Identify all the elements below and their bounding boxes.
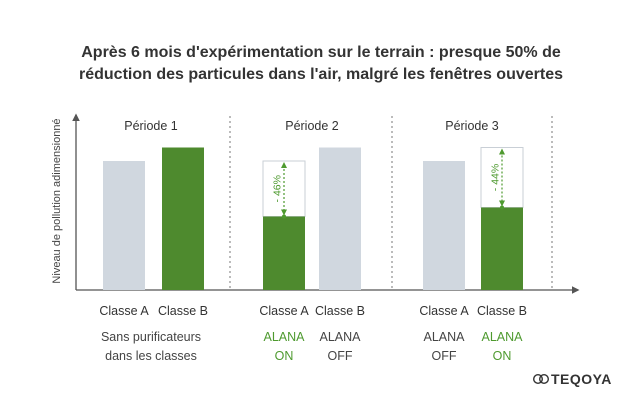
- bar: [481, 207, 523, 290]
- period-label: Période 3: [445, 119, 499, 133]
- class-label: Classe B: [477, 304, 527, 318]
- condition-label: ALANA: [424, 330, 466, 344]
- chart-marks: Période 1 Classe A Classe B Sans purificate…: [99, 119, 527, 363]
- condition-label: dans les classes: [105, 349, 197, 363]
- reduction-label: - 44%: [490, 164, 502, 191]
- condition-label: Sans purificateurs: [101, 330, 201, 344]
- logo-circle-icon: [532, 373, 544, 385]
- condition-label: ALANA: [482, 330, 524, 344]
- bar: [162, 147, 204, 290]
- bar-top-dot: [282, 214, 286, 219]
- period-label: Période 2: [285, 119, 339, 133]
- reduction-label: - 46%: [272, 175, 284, 202]
- condition-label: ALANA: [320, 330, 362, 344]
- class-label: Classe B: [158, 304, 208, 318]
- class-label: Classe A: [419, 304, 469, 318]
- class-label: Classe A: [259, 304, 309, 318]
- y-axis-label: Niveau de pollution adimensionné: [51, 118, 63, 283]
- condition-label: ON: [493, 349, 512, 363]
- bar: [103, 161, 145, 290]
- brand-name: TEQOYA: [551, 371, 612, 387]
- chart-title-line-2: réduction des particules dans l'air, mal…: [79, 66, 563, 83]
- period-label: Période 1: [124, 119, 178, 133]
- bar-top-dot: [500, 205, 504, 210]
- condition-label: ON: [275, 349, 294, 363]
- bar: [319, 147, 361, 290]
- condition-label: OFF: [432, 349, 457, 363]
- bar: [263, 216, 305, 290]
- bar: [423, 161, 465, 290]
- class-label: Classe B: [315, 304, 365, 318]
- condition-label: OFF: [328, 349, 353, 363]
- class-label: Classe A: [99, 304, 149, 318]
- condition-label: ALANA: [264, 330, 306, 344]
- logo-circle-icon: [538, 373, 550, 385]
- chart-title-line-1: Après 6 mois d'expérimentation sur le te…: [81, 44, 561, 61]
- brand-logo: TEQOYA: [532, 371, 612, 387]
